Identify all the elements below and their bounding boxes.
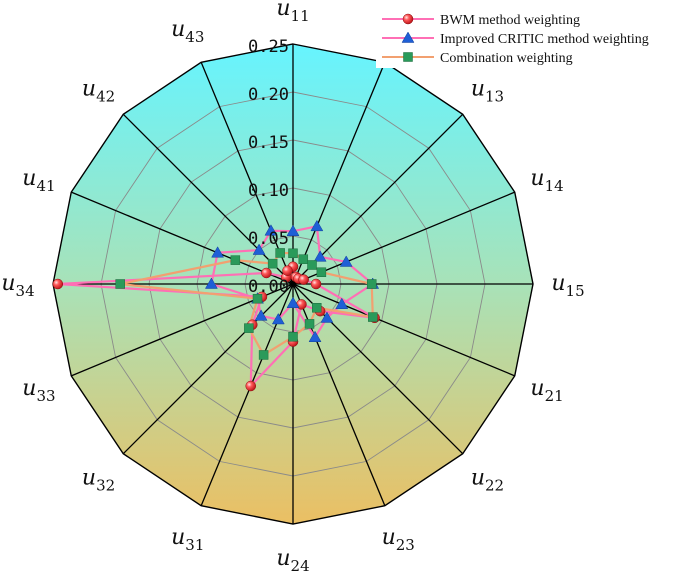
series-2-point-u21 bbox=[368, 312, 378, 322]
legend-label-0: BWM method weighting bbox=[440, 13, 580, 28]
radar-outer-border bbox=[52, 43, 534, 525]
axis-label-u11: u11 bbox=[276, 0, 309, 25]
series-1-point-u12 bbox=[310, 219, 324, 232]
spoke-u12 bbox=[292, 62, 386, 285]
axis-label-u13: u13 bbox=[471, 77, 504, 106]
series-1-point-u34 bbox=[204, 277, 218, 289]
tick-label: 0.15 bbox=[248, 133, 289, 153]
legend-marker-2 bbox=[403, 52, 413, 62]
axis-label-u22: u22 bbox=[471, 465, 504, 494]
axis-label-u21: u21 bbox=[530, 376, 563, 405]
spoke-u14 bbox=[292, 191, 515, 285]
spoke-u41 bbox=[71, 191, 294, 285]
series-1-point-u23 bbox=[308, 330, 322, 342]
series-2-point-u41 bbox=[230, 255, 241, 265]
axis-label-u33: u33 bbox=[22, 376, 55, 405]
axis-label-u32: u32 bbox=[82, 465, 115, 494]
tick-label: 0.20 bbox=[248, 85, 289, 105]
series-1-point-u42 bbox=[252, 243, 266, 255]
spoke-u42 bbox=[122, 113, 294, 285]
tick-label: 0.25 bbox=[248, 37, 289, 57]
series-2-point-u32 bbox=[244, 323, 254, 333]
axis-label-u15: u15 bbox=[551, 271, 584, 300]
series-0-point-u15 bbox=[310, 278, 322, 290]
tick-label: 0.05 bbox=[248, 229, 289, 249]
series-2-point-u43 bbox=[275, 248, 285, 258]
series-2-point-u11 bbox=[288, 248, 298, 259]
series-2-point-u14 bbox=[316, 267, 327, 277]
series-2-point-u15 bbox=[366, 279, 377, 289]
series-0-point-u43 bbox=[282, 265, 293, 276]
axis-label-u23: u23 bbox=[382, 525, 415, 554]
series-1-point-u11 bbox=[286, 224, 300, 236]
axis-label-u24: u24 bbox=[276, 546, 309, 574]
legend-label-2: Combination weighting bbox=[440, 51, 573, 66]
series-2-point-u22 bbox=[312, 303, 322, 313]
axis-label-u42: u42 bbox=[82, 77, 115, 106]
axis-label-u41: u41 bbox=[22, 166, 55, 195]
series-2-point-u31 bbox=[258, 350, 269, 360]
series-1-point-u43 bbox=[264, 224, 278, 236]
spoke-u32 bbox=[122, 283, 294, 455]
series-1-point-u21 bbox=[335, 297, 349, 309]
tick-label: 0.00 bbox=[248, 277, 289, 297]
series-1-point-u41 bbox=[211, 246, 225, 258]
series-1-point-u22 bbox=[320, 311, 334, 323]
axis-label-u31: u31 bbox=[171, 525, 204, 554]
series-2-point-u33 bbox=[252, 293, 263, 304]
series-0-point-u41 bbox=[261, 267, 272, 279]
legend-label-1: Improved CRITIC method weighting bbox=[440, 32, 649, 47]
series-2-point-u24 bbox=[288, 332, 298, 342]
series-0-point-u14 bbox=[298, 274, 309, 285]
series-2-point-u12 bbox=[298, 254, 309, 264]
series-2-point-u23 bbox=[304, 319, 315, 329]
series-1-point-u24 bbox=[286, 296, 300, 308]
series-0-point-u31 bbox=[245, 380, 256, 392]
legend-marker-1 bbox=[401, 31, 415, 43]
axis-label-u34: u34 bbox=[1, 271, 34, 300]
series-1-point-u32 bbox=[254, 309, 268, 321]
series-2-point-u13 bbox=[307, 260, 317, 270]
axis-label-u43: u43 bbox=[171, 17, 204, 46]
spoke-u21 bbox=[292, 283, 515, 377]
legend: BWM method weighting Improved CRITIC meth… bbox=[376, 8, 676, 68]
radar-plot-area: 0.000.050.100.150.200.25u11u12u13u14u15u… bbox=[1, 0, 584, 574]
series-1-point-u13 bbox=[313, 250, 327, 262]
legend-marker-0 bbox=[402, 13, 414, 25]
spoke-u43 bbox=[200, 62, 294, 285]
series-2-point-u34 bbox=[115, 279, 125, 289]
axis-label-u14: u14 bbox=[530, 166, 563, 195]
tick-label: 0.10 bbox=[248, 181, 289, 201]
series-1-point-u14 bbox=[339, 255, 353, 267]
series-1-point-u31 bbox=[271, 312, 285, 325]
series-0-point-u34 bbox=[52, 278, 64, 290]
series-2-point-u42 bbox=[267, 258, 278, 269]
